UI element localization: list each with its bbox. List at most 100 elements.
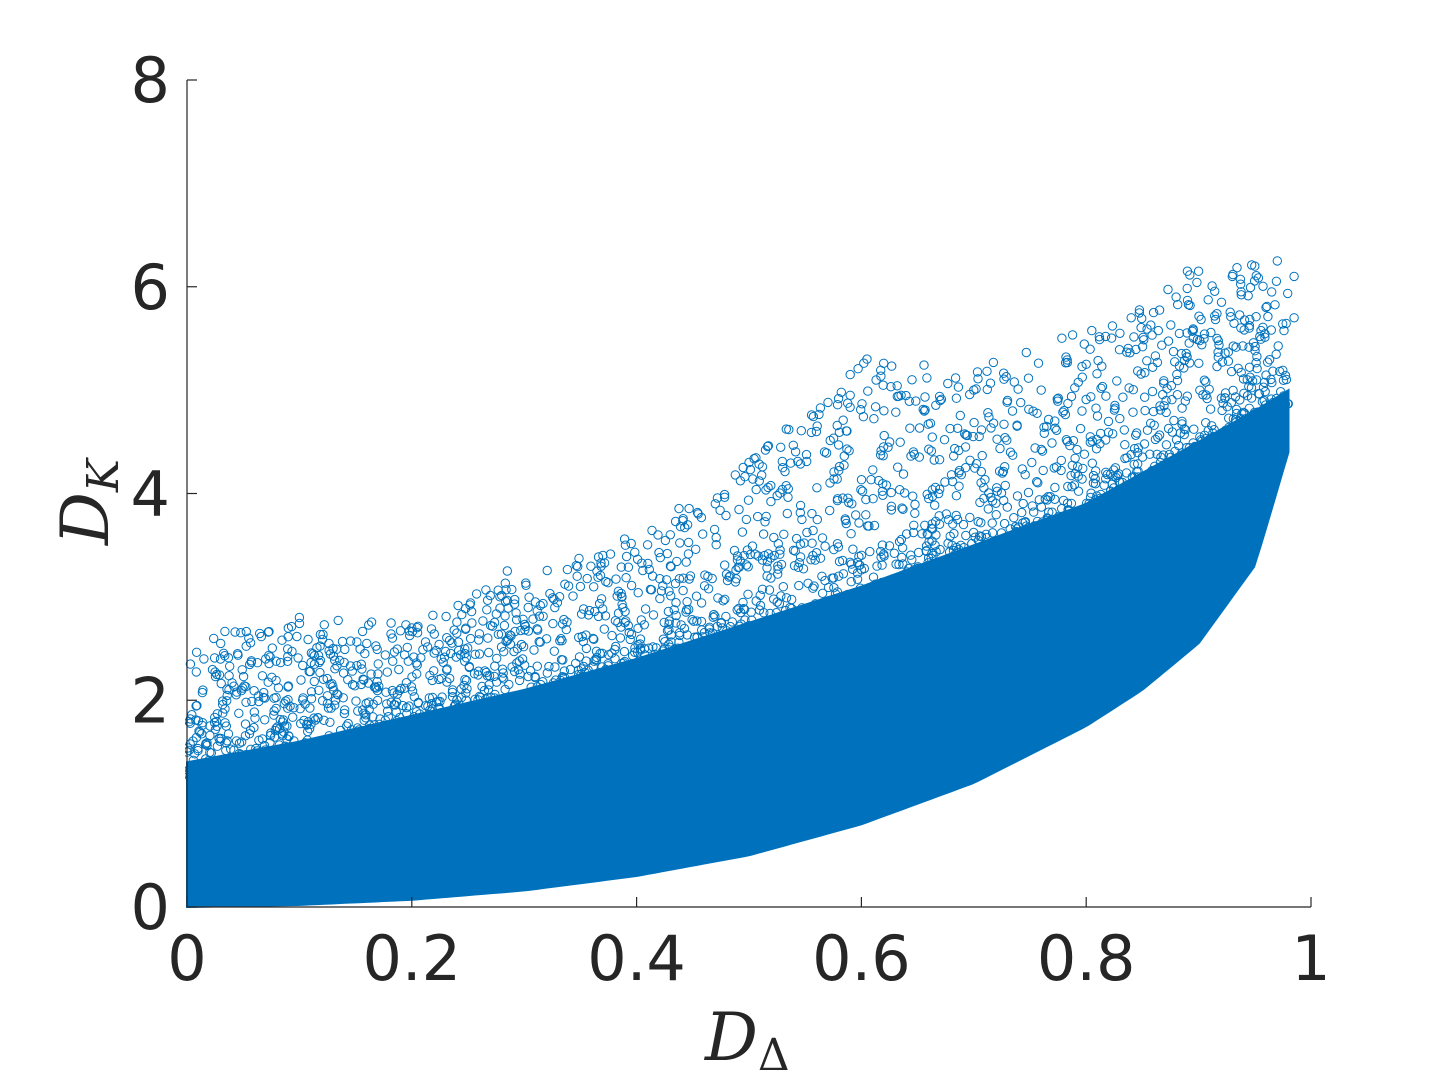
- scatter-point: [538, 611, 548, 621]
- scatter-point: [234, 708, 244, 718]
- scatter-point: [661, 575, 672, 585]
- scatter-point: [855, 583, 866, 593]
- scatter-point: [635, 655, 645, 665]
- scatter-point: [776, 442, 786, 452]
- scatter-point: [1163, 284, 1173, 295]
- scatter-point: [644, 665, 654, 675]
- scatter-point: [909, 520, 919, 530]
- scatter-point: [704, 622, 715, 632]
- scatter-point: [927, 432, 937, 442]
- scatter-point: [309, 676, 319, 687]
- scatter-point: [773, 539, 783, 549]
- scatter-point: [1062, 355, 1072, 365]
- scatter-point: [319, 715, 329, 725]
- scatter-point: [544, 661, 554, 672]
- scatter-point: [745, 464, 756, 475]
- scatter-point: [1238, 415, 1249, 426]
- scatter-point: [1146, 320, 1156, 330]
- scatter-point: [283, 651, 293, 662]
- scatter-point: [363, 678, 373, 688]
- scatter-point: [444, 716, 454, 727]
- scatter-point: [487, 621, 498, 631]
- scatter-point: [1164, 449, 1175, 460]
- scatter-point: [751, 484, 761, 495]
- scatter-point: [1100, 331, 1111, 342]
- scatter-point: [821, 448, 832, 458]
- scatter-point: [188, 736, 198, 746]
- scatter-point: [214, 765, 225, 775]
- scatter-point: [691, 544, 701, 554]
- scatter-point: [832, 494, 843, 504]
- scatter-point: [396, 722, 407, 733]
- scatter-point: [294, 612, 305, 623]
- scatter-point: [1018, 498, 1028, 509]
- scatter-point: [691, 591, 702, 601]
- scatter-point: [237, 665, 247, 675]
- scatter-point: [727, 617, 737, 627]
- scatter-point: [1077, 372, 1088, 382]
- scatter-point: [1212, 309, 1222, 319]
- scatter-point: [1217, 357, 1228, 367]
- scatter-point: [1133, 366, 1143, 376]
- scatter-point: [226, 756, 237, 766]
- scatter-point: [936, 394, 947, 404]
- scatter-point: [666, 562, 676, 572]
- scatter-point: [428, 610, 438, 620]
- scatter-point: [877, 560, 887, 570]
- scatter-point: [664, 625, 674, 635]
- scatter-point: [484, 671, 495, 681]
- scatter-point: [719, 492, 730, 502]
- scatter-point: [1056, 455, 1067, 466]
- scatter-point: [633, 623, 643, 633]
- scatter-point: [876, 446, 886, 456]
- scatter-point: [493, 585, 503, 595]
- scatter-point: [1017, 464, 1027, 474]
- scatter-point: [769, 594, 779, 604]
- scatter-point: [1091, 444, 1102, 454]
- scatter-point: [1043, 492, 1053, 502]
- scatter-point: [766, 496, 776, 507]
- scatter-point: [442, 633, 452, 643]
- scatter-point: [829, 474, 839, 484]
- scatter-point: [1205, 404, 1216, 414]
- scatter-point: [1101, 391, 1111, 401]
- scatter-point: [927, 524, 938, 534]
- scatter-point: [191, 647, 202, 657]
- scatter-point: [1106, 333, 1117, 343]
- scatter-point: [991, 510, 1001, 520]
- scatter-point: [935, 544, 945, 555]
- scatter-point: [781, 424, 791, 434]
- scatter-point: [432, 720, 442, 730]
- scatter-point: [516, 625, 526, 636]
- scatter-point: [683, 549, 694, 559]
- scatter-point: [1103, 427, 1114, 437]
- scatter-point: [1225, 307, 1235, 317]
- scatter-point: [1177, 403, 1187, 413]
- scatter-point: [772, 490, 782, 501]
- y-axis-title: DK: [47, 457, 129, 546]
- scatter-point: [844, 497, 854, 508]
- scatter-point: [518, 614, 528, 624]
- scatter-point: [413, 698, 423, 708]
- scatter-point: [934, 391, 945, 402]
- scatter-point: [674, 637, 684, 647]
- scatter-point: [191, 667, 202, 677]
- scatter-point: [1130, 483, 1140, 493]
- scatter-point: [532, 606, 542, 616]
- scatter-point: [817, 588, 828, 598]
- scatter-point: [876, 546, 886, 557]
- scatter-point: [1250, 261, 1260, 271]
- scatter-point: [530, 672, 540, 683]
- scatter-point: [279, 699, 289, 709]
- scatter-point: [1280, 399, 1290, 409]
- scatter-point: [593, 552, 604, 562]
- scatter-point: [620, 618, 630, 628]
- scatter-point: [412, 669, 422, 679]
- scatter-point: [954, 445, 964, 456]
- scatter-point: [429, 648, 439, 658]
- scatter-point: [556, 634, 566, 644]
- scatter-point: [674, 503, 684, 514]
- scatter-point: [868, 494, 878, 504]
- scatter-point: [353, 706, 363, 716]
- scatter-point: [261, 654, 271, 664]
